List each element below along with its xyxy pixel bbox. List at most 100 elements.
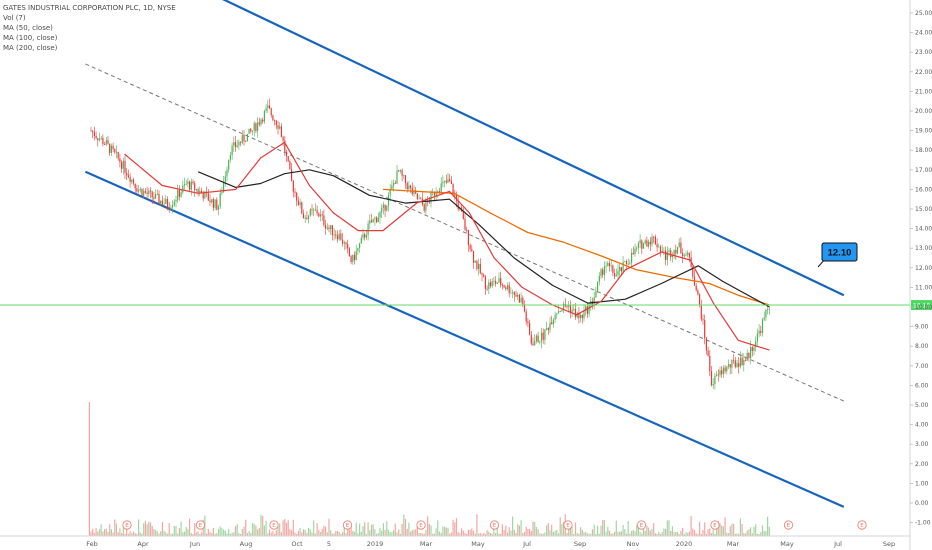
candle-body bbox=[314, 209, 316, 211]
time-tick-label: May bbox=[471, 540, 485, 548]
legend-symbol-title[interactable]: GATES INDUSTRIAL CORPORATION PLC, 1D, NY… bbox=[3, 4, 176, 12]
volume-bar bbox=[268, 529, 271, 536]
legend-volume[interactable]: Vol (7) bbox=[3, 14, 26, 22]
candle-body bbox=[342, 239, 344, 244]
candle-body bbox=[166, 199, 169, 207]
candle-body bbox=[699, 294, 701, 305]
volume-bar bbox=[639, 531, 641, 536]
volume-bar bbox=[586, 533, 588, 536]
candle-body bbox=[287, 156, 289, 162]
volume-bar bbox=[489, 533, 492, 536]
candle-body bbox=[731, 359, 733, 368]
volume-bar bbox=[153, 529, 155, 536]
price-tick-label: 4.00 bbox=[915, 422, 929, 429]
candle-body bbox=[127, 175, 129, 178]
volume-bar bbox=[143, 523, 145, 536]
candle-body bbox=[262, 119, 264, 122]
candle-body bbox=[221, 192, 223, 194]
candle-body bbox=[614, 273, 616, 277]
candle-body bbox=[727, 364, 730, 367]
volume-bar bbox=[221, 528, 223, 536]
candle-body bbox=[450, 180, 452, 184]
volume-bar bbox=[466, 533, 468, 536]
candle-body bbox=[716, 374, 718, 376]
candle-body bbox=[280, 126, 282, 137]
candle-body bbox=[294, 191, 296, 193]
candle-body bbox=[607, 263, 609, 266]
candle-body bbox=[238, 141, 240, 146]
candle-body bbox=[240, 141, 242, 143]
candle-body bbox=[586, 306, 588, 314]
volume-bar bbox=[90, 531, 92, 536]
volume-bar bbox=[746, 530, 748, 536]
volume-bar bbox=[542, 533, 544, 536]
volume-bar bbox=[214, 533, 216, 536]
volume-bar bbox=[291, 530, 293, 536]
legend-ma200[interactable]: MA (200, close) bbox=[3, 44, 58, 52]
candle-body bbox=[323, 215, 325, 226]
volume-bar bbox=[122, 527, 124, 536]
moving-averages bbox=[124, 141, 770, 351]
time-tick-label: Jul bbox=[833, 540, 842, 548]
last-price-tag-label: 10.10 bbox=[913, 302, 930, 309]
candle-body bbox=[581, 314, 583, 319]
volume-bar bbox=[384, 529, 386, 536]
trend-channel[interactable] bbox=[84, 0, 845, 508]
volume-bar bbox=[641, 533, 643, 536]
volume-bar bbox=[124, 533, 126, 536]
volume-bar bbox=[760, 532, 762, 536]
candle-body bbox=[277, 125, 279, 129]
candle-body bbox=[712, 384, 714, 386]
candle-body bbox=[707, 350, 709, 356]
volume-bar bbox=[454, 522, 456, 536]
candle-body bbox=[204, 191, 206, 199]
candle-body bbox=[180, 192, 182, 197]
candle-body bbox=[161, 200, 163, 205]
volume-bar bbox=[121, 533, 123, 536]
candle-body bbox=[153, 197, 155, 199]
candle-body bbox=[200, 190, 203, 194]
candle-body bbox=[501, 284, 503, 286]
volume-bar bbox=[755, 524, 757, 536]
candle-body bbox=[117, 151, 119, 159]
price-axis[interactable]: 25.00 24.00 23.00 22.00 21.00 20.00 19.00 18.00… bbox=[909, 0, 932, 550]
ma50-line bbox=[124, 141, 770, 351]
legend-ma50[interactable]: MA (50, close) bbox=[3, 24, 53, 32]
candle-body bbox=[469, 245, 471, 250]
legend-ma100[interactable]: MA (100, close) bbox=[3, 34, 58, 42]
volume-bar bbox=[425, 529, 427, 536]
volume-bar bbox=[525, 526, 527, 536]
price-tick-label: 20.00 bbox=[915, 108, 932, 115]
candle-body bbox=[724, 367, 726, 372]
volume-bar bbox=[416, 523, 418, 536]
candle-body bbox=[559, 311, 561, 313]
candle-body bbox=[515, 294, 517, 297]
candle-body bbox=[449, 179, 451, 181]
candle-body bbox=[326, 227, 328, 229]
volume-bar bbox=[246, 532, 248, 536]
candle-body bbox=[603, 266, 605, 275]
volume-bar bbox=[206, 533, 208, 536]
volume-bar bbox=[112, 532, 114, 536]
volume-bar bbox=[302, 529, 305, 536]
candle-body bbox=[386, 205, 388, 211]
volume-bar bbox=[731, 523, 733, 536]
candle-body bbox=[671, 255, 673, 258]
candle-body bbox=[304, 217, 306, 219]
candle-body bbox=[163, 203, 165, 205]
candle-body bbox=[571, 309, 573, 313]
time-axis[interactable]: Feb Apr Jun Aug Oct 5 2019 Mar May Jul Sep Nov 2020 M… bbox=[0, 535, 910, 548]
volume-bar bbox=[501, 524, 503, 536]
volume-bar bbox=[177, 533, 179, 536]
time-tick-label: Apr bbox=[137, 540, 149, 548]
candle-body bbox=[529, 323, 531, 335]
volume-bar bbox=[231, 532, 233, 536]
volume-bar bbox=[727, 532, 730, 536]
candle-body bbox=[190, 181, 192, 190]
candle-body bbox=[462, 211, 464, 219]
candle-body bbox=[189, 181, 191, 190]
volume-bar bbox=[535, 527, 537, 536]
volume-bar bbox=[610, 533, 612, 536]
